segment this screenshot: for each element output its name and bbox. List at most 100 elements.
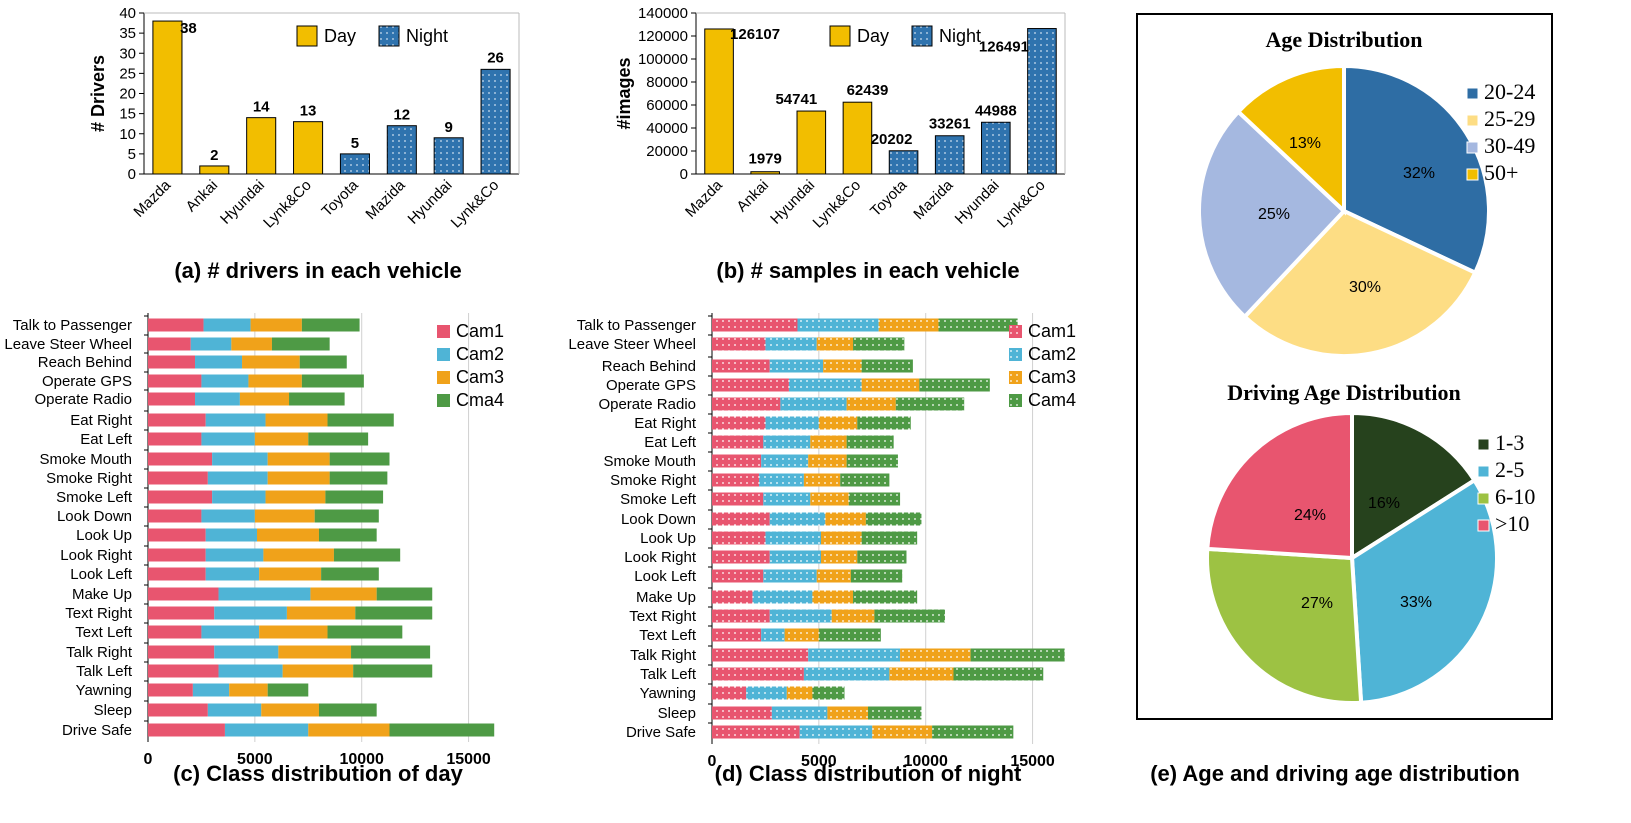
bar-segment	[148, 318, 204, 332]
bar-segment	[229, 683, 268, 697]
bar-segment	[389, 723, 495, 737]
bar-segment	[218, 587, 311, 601]
pie-value-label: 33%	[1400, 594, 1432, 611]
y-tick-label: Smoke Left	[620, 491, 697, 508]
bar-segment	[712, 686, 747, 700]
bar-segment	[205, 528, 257, 542]
bar	[199, 165, 230, 175]
x-tick-label: Mazda	[682, 176, 726, 220]
bar-segment	[765, 531, 821, 545]
bar-segment	[816, 569, 851, 583]
bar-segment	[329, 471, 388, 485]
x-tick-label: Lynk&Co	[260, 177, 315, 232]
bar-segment	[765, 416, 819, 430]
data-label: 12	[393, 107, 410, 124]
y-tick-label: Look Left	[70, 566, 133, 583]
y-tick-label: 5	[128, 146, 136, 163]
y-tick-label: 0	[680, 166, 688, 183]
bar-segment	[761, 454, 809, 468]
bar-segment	[712, 492, 764, 506]
pie-slice	[1349, 477, 1499, 705]
x-tick-label: Lynk&Co	[448, 177, 503, 232]
bar-segment	[267, 683, 309, 697]
bar-segment	[712, 397, 781, 411]
bar-segment	[712, 609, 770, 623]
x-tick-label: Lynk&Co	[994, 177, 1049, 232]
data-label: 26	[487, 49, 504, 66]
caption-e: (e) Age and driving age distribution	[1150, 761, 1520, 786]
bar-segment	[769, 609, 832, 623]
bar-segment	[278, 645, 352, 659]
chart-c: 0 5000 10000 15000 Talk to Passenger Leave St…	[4, 313, 504, 768]
bar-segment	[195, 392, 240, 406]
x-tick-label: Mazida	[910, 176, 957, 223]
bar	[293, 121, 324, 175]
bar-segment	[878, 318, 939, 332]
data-label: 5	[351, 135, 359, 152]
bar-segment	[148, 567, 206, 581]
data-label: 14	[253, 99, 270, 116]
y-tick-label: Sleep	[658, 705, 696, 722]
bar-segment	[205, 548, 264, 562]
legend-swatch	[437, 348, 450, 361]
bar-segment	[895, 397, 965, 411]
y-tick-label: Operate Radio	[598, 396, 696, 413]
y-tick-label: Talk Left	[76, 663, 133, 680]
legend-label: 50+	[1484, 160, 1518, 185]
bar-segment	[205, 413, 266, 427]
bar-segment	[271, 337, 330, 351]
data-label: 54741	[775, 91, 817, 108]
bar-segment	[301, 374, 364, 388]
bar-segment	[224, 723, 309, 737]
y-tick-label: Talk Left	[640, 666, 697, 683]
bar-segment	[712, 628, 762, 642]
y-axis-label: # Drivers	[88, 55, 108, 132]
bar-segment	[712, 590, 753, 604]
bar-segment	[712, 550, 770, 564]
data-label: 126491	[979, 39, 1029, 56]
bar-segment	[333, 548, 401, 562]
y-tick-label: 80000	[646, 74, 688, 91]
bar-segment	[712, 706, 772, 720]
bar-segment	[953, 667, 1044, 681]
bar-segment	[263, 548, 334, 562]
pie-value-label: 24%	[1294, 507, 1326, 524]
bar-segment	[256, 528, 319, 542]
bar-segment	[148, 392, 196, 406]
x-tick-label: 5000	[237, 751, 273, 768]
bar-segment	[861, 378, 920, 392]
bar-segment	[148, 509, 202, 523]
x-tick-label: 10000	[903, 753, 948, 770]
bar-segment	[712, 725, 800, 739]
bar-segment	[265, 413, 328, 427]
legend-label: Cam4	[1028, 390, 1076, 410]
bar-segment	[259, 567, 322, 581]
pie-value-label: 32%	[1403, 165, 1435, 182]
chart-a: 0 5 10 15 20 25 30 35 40 # Drivers 38 Mazda 2 Ankai 14…	[88, 5, 520, 232]
legend-label: 30-49	[1484, 133, 1535, 158]
y-tick-label: Leave Steer Wheel	[4, 336, 132, 353]
bar-segment	[214, 645, 279, 659]
legend-label: Cam3	[456, 367, 504, 387]
y-tick-label: Text Left	[75, 624, 133, 641]
pie-slice	[1235, 63, 1346, 216]
bar-segment	[254, 509, 315, 523]
bar-segment	[327, 625, 403, 639]
legend-label: Cam1	[456, 321, 504, 341]
bar-segment	[808, 454, 847, 468]
y-tick-label: Look Down	[621, 511, 696, 528]
x-tick-label: Mazda	[130, 176, 174, 220]
bar-segment	[261, 703, 319, 717]
bar-segment	[788, 378, 862, 392]
caption-c: (c) Class distribution of day	[173, 761, 463, 786]
legend-swatch	[437, 394, 450, 407]
bar-segment	[267, 471, 330, 485]
bar-segment	[865, 512, 922, 526]
bar	[386, 125, 417, 175]
bar-segment	[265, 490, 326, 504]
bar-segment	[810, 492, 849, 506]
bar-segment	[812, 686, 845, 700]
bar-segment	[289, 392, 345, 406]
bar-segment	[148, 528, 206, 542]
bar-segment	[299, 355, 347, 369]
